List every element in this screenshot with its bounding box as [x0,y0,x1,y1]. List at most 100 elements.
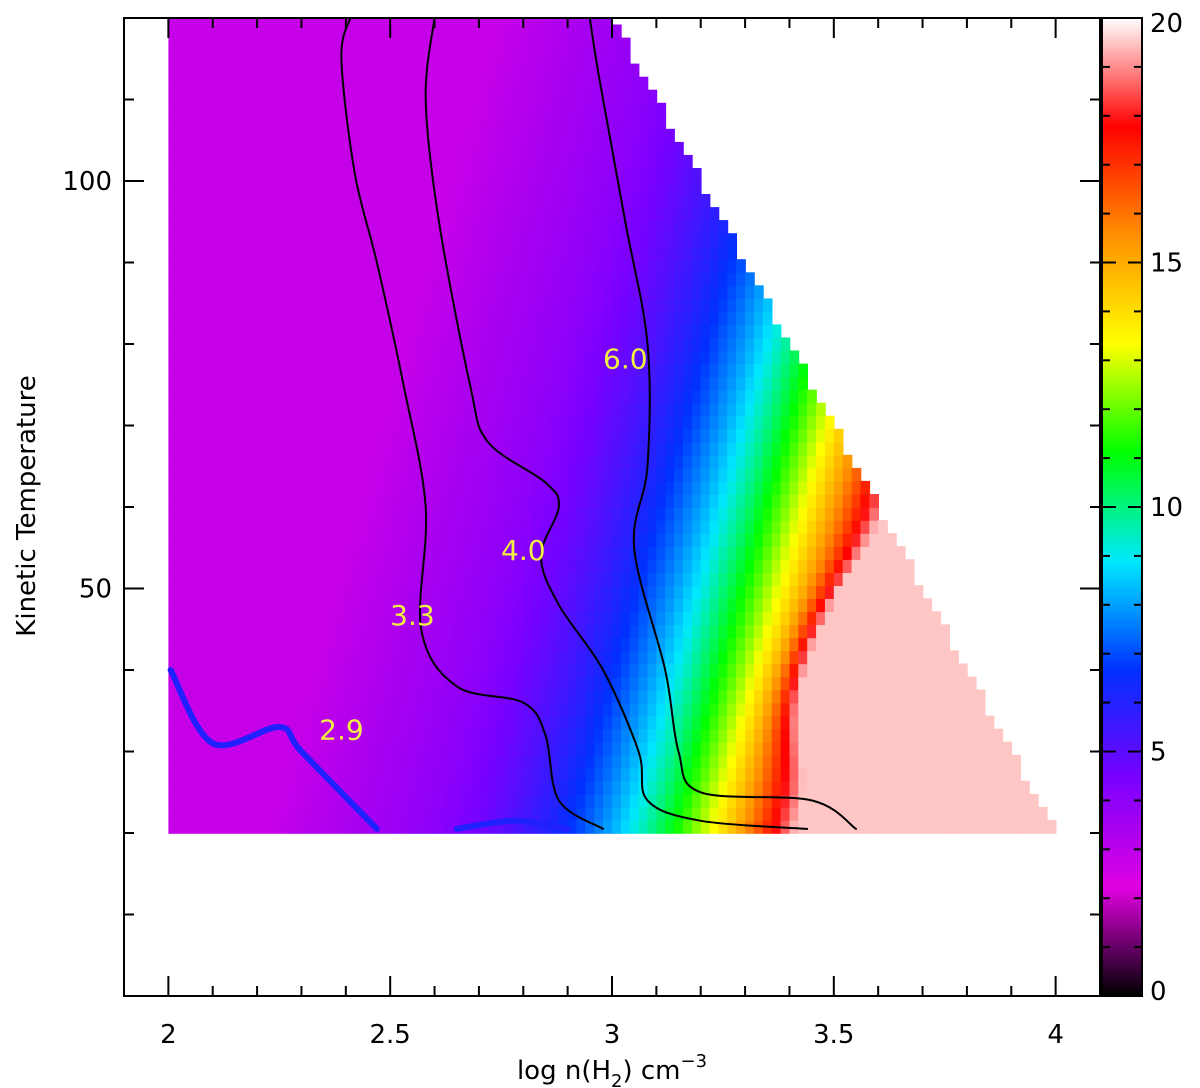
heatmap-cell [416,767,427,782]
heatmap-cell [674,389,684,404]
heatmap-cell [966,689,977,704]
heatmap-cell [186,520,196,534]
heatmap-cell [310,741,320,756]
heatmap-cell [771,585,782,599]
heatmap-cell [1002,767,1013,782]
heatmap-cell [443,350,454,365]
heatmap-cell [283,24,294,39]
heatmap-cell [452,389,462,404]
heatmap-cell [860,559,871,573]
heatmap-cell [399,454,409,469]
heatmap-cell [691,337,702,352]
heatmap-cell [691,572,702,586]
heatmap-cell [807,715,817,730]
heatmap-cell [372,415,383,430]
heatmap-cell [168,585,179,599]
heatmap-cell [212,780,223,795]
heatmap-cell [319,350,329,365]
heatmap-cell [230,454,241,469]
heatmap-cell [993,820,1004,834]
heatmap-cell [541,507,551,521]
heatmap-cell [700,637,711,652]
heatmap-cell [292,50,303,65]
heatmap-cell [647,441,658,456]
heatmap-cell [221,194,232,208]
heatmap-cell [496,754,507,769]
heatmap-cell [629,141,640,156]
heatmap-cell [416,154,427,169]
heatmap-cell [354,546,365,560]
heatmap-cell [656,728,667,743]
heatmap-cell [203,715,214,730]
x-axis-label: log n(H2) cm−3 [517,1051,707,1088]
heatmap-cell [745,533,755,547]
heatmap-cell [612,585,622,599]
heatmap-cell [612,793,622,808]
heatmap-cell [567,194,578,208]
heatmap-cell [567,676,578,691]
heatmap-cell [248,63,258,78]
heatmap-cell [230,507,241,521]
heatmap-cell [452,324,462,339]
heatmap-cell [532,324,542,339]
heatmap-cell [177,259,187,273]
heatmap-cell [780,467,791,482]
heatmap-cell [425,18,436,26]
heatmap-cell [940,637,950,652]
heatmap-cell [523,141,533,156]
heatmap-cell [345,624,356,639]
heatmap-cell [922,637,933,652]
heatmap-cell [532,50,542,65]
heatmap-cell [665,624,675,639]
heatmap-cell [230,207,241,221]
heatmap-cell [656,598,667,613]
heatmap-cell [283,168,294,182]
heatmap-cell [186,585,196,599]
heatmap-cell [949,767,959,782]
heatmap-cell [292,559,303,573]
heatmap-cell [239,246,249,260]
heatmap-cell [558,480,569,495]
heatmap-cell [195,181,205,195]
heatmap-cell [301,741,312,756]
heatmap-cell [292,389,303,404]
heatmap-cell [647,272,658,287]
heatmap-cell [727,363,737,378]
heatmap-cell [168,298,179,313]
heatmap-cell [248,780,258,795]
heatmap-cell [718,298,729,313]
heatmap-cell [266,115,276,130]
heatmap-cell [700,480,711,495]
heatmap-cell [549,494,560,508]
heatmap-cell [887,780,897,795]
heatmap-cell [461,207,471,221]
heatmap-cell [186,689,196,704]
heatmap-cell [319,441,329,456]
heatmap-cell [239,820,249,834]
heatmap-cell [212,624,223,639]
heatmap-cell [452,350,462,365]
heatmap-cell [257,311,267,326]
heatmap-cell [257,141,267,156]
heatmap-cell [399,154,409,169]
heatmap-cell [895,663,906,678]
heatmap-cell [310,220,320,234]
heatmap-cell [549,324,560,339]
heatmap-cell [656,820,667,834]
heatmap-cell [656,793,667,808]
heatmap-cell [221,572,232,586]
heatmap-cell [292,337,303,352]
heatmap-cell [443,24,454,39]
heatmap-cell [727,246,737,260]
heatmap-cell [266,546,276,560]
heatmap-cell [700,259,711,273]
heatmap-cell [230,154,241,169]
heatmap-cell [514,324,525,339]
heatmap-cell [345,741,356,756]
heatmap-cell [257,415,267,430]
heatmap-cell [576,572,587,586]
heatmap-cell [638,233,649,247]
heatmap-cell [301,793,312,808]
heatmap-cell [576,689,587,704]
heatmap-cell [762,337,773,352]
